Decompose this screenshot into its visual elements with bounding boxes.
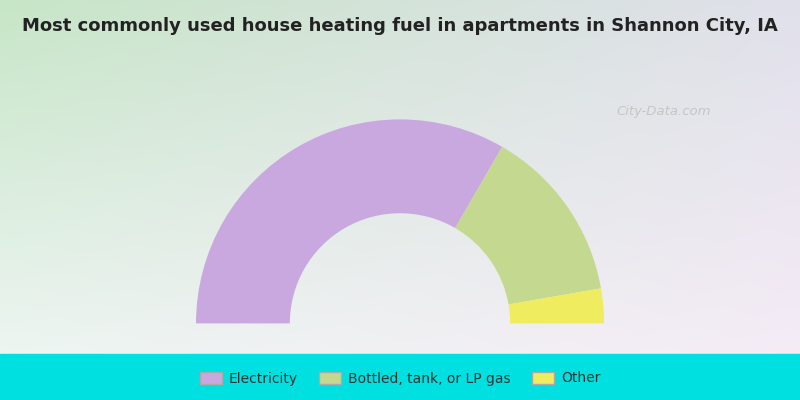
- Wedge shape: [196, 120, 502, 323]
- FancyArrow shape: [0, 398, 2, 400]
- Wedge shape: [455, 147, 601, 304]
- Bar: [0, 354, 800, 400]
- Wedge shape: [509, 288, 604, 324]
- Text: City-Data.com: City-Data.com: [617, 106, 711, 118]
- Text: Most commonly used house heating fuel in apartments in Shannon City, IA: Most commonly used house heating fuel in…: [22, 17, 778, 35]
- Legend: Electricity, Bottled, tank, or LP gas, Other: Electricity, Bottled, tank, or LP gas, O…: [194, 366, 606, 391]
